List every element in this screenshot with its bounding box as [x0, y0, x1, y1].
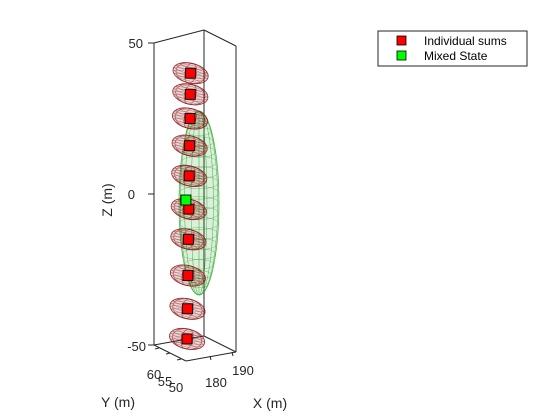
- mesh-line: [183, 135, 197, 156]
- mesh-line: [181, 298, 194, 319]
- individual-sum-marker: [184, 88, 196, 100]
- axis-edge: [203, 29, 237, 47]
- individual-sum-marker: [185, 67, 197, 79]
- mesh-line: [172, 298, 203, 320]
- mesh-line: [189, 281, 209, 288]
- individual-sum-marker: [181, 333, 193, 345]
- individual-sum-marker: [182, 303, 193, 315]
- mesh-line: [172, 298, 203, 320]
- legend-swatch-individual: [396, 35, 407, 46]
- mesh-line: [182, 165, 196, 186]
- mesh-line: [181, 229, 195, 250]
- mesh-line: [175, 62, 206, 84]
- axis-edge: [203, 335, 237, 353]
- mesh-line: [175, 83, 206, 105]
- legend-label-individual: Individual sums: [424, 34, 507, 48]
- mesh-line: [172, 328, 202, 350]
- axis-edge: [153, 335, 205, 346]
- individual-sum-marker: [183, 203, 195, 215]
- mesh-line: [181, 265, 195, 286]
- z-axis-ticks: 50 0 -50: [127, 36, 146, 354]
- data-markers: [180, 67, 197, 345]
- mesh-line: [181, 298, 194, 319]
- mesh-line: [183, 108, 197, 129]
- individual-sum-marker: [182, 270, 194, 281]
- axis-edge: [185, 351, 237, 362]
- mesh-line: [174, 135, 205, 157]
- mesh-line: [184, 63, 198, 84]
- z-axis-label: Z (m): [99, 183, 115, 216]
- legend: Individual sums Mixed State: [377, 30, 528, 67]
- mesh-line: [184, 63, 198, 84]
- x-tick-mark: [231, 351, 234, 357]
- mesh-line: [179, 166, 219, 179]
- axis-edge: [153, 29, 205, 44]
- mesh-line: [172, 328, 202, 350]
- y-tick-mark: [165, 352, 171, 355]
- mesh-line: [182, 165, 196, 186]
- mesh-line: [178, 206, 220, 220]
- y-axis-label: Y (m): [101, 394, 135, 410]
- mesh-line: [174, 135, 205, 157]
- mesh-line: [174, 165, 205, 187]
- x-axis-ticks: 180 190: [205, 363, 254, 390]
- individual-sum-marker: [182, 233, 194, 245]
- y-tick-label: 60: [147, 367, 161, 382]
- x-tick-mark: [209, 355, 212, 361]
- mesh-line: [181, 229, 195, 250]
- individual-sum-marker: [184, 140, 196, 152]
- z-tick-label: 50: [129, 36, 143, 51]
- mesh-line: [181, 265, 195, 286]
- mesh-line: [180, 328, 194, 350]
- mesh-line: [183, 84, 197, 105]
- mesh-line: [183, 84, 197, 105]
- x-tick-label: 180: [205, 375, 227, 390]
- mesh-line: [173, 264, 203, 287]
- mesh-line: [180, 328, 194, 350]
- legend-swatch-mixed: [396, 50, 407, 61]
- mesh-line: [175, 107, 205, 130]
- mesh-line: [173, 228, 204, 250]
- mesh-line: [186, 127, 212, 136]
- individual-sum-marker: [184, 113, 196, 124]
- z-tick-label: 0: [128, 187, 135, 202]
- individual-sum-marker: [183, 170, 195, 182]
- mesh-line: [175, 107, 205, 130]
- mesh-line: [174, 165, 205, 187]
- x-axis-label: X (m): [253, 395, 287, 411]
- mesh-line: [183, 135, 197, 156]
- y-axis-ticks: 60 55 50: [147, 367, 183, 395]
- mesh-line: [179, 216, 219, 230]
- mesh-line: [175, 83, 206, 105]
- mesh-line: [173, 228, 204, 250]
- legend-label-mixed: Mixed State: [424, 49, 488, 63]
- mesh-line: [175, 62, 206, 84]
- z-tick-label: -50: [127, 339, 146, 354]
- mesh-line: [173, 264, 203, 287]
- y-tick-label: 55: [158, 374, 172, 389]
- x-tick-label: 190: [232, 363, 254, 378]
- y-tick-mark: [154, 347, 160, 350]
- y-tick-mark: [176, 358, 182, 361]
- y-tick-label: 50: [169, 380, 183, 395]
- mesh-line: [183, 108, 197, 129]
- mixed-state-marker: [180, 194, 192, 206]
